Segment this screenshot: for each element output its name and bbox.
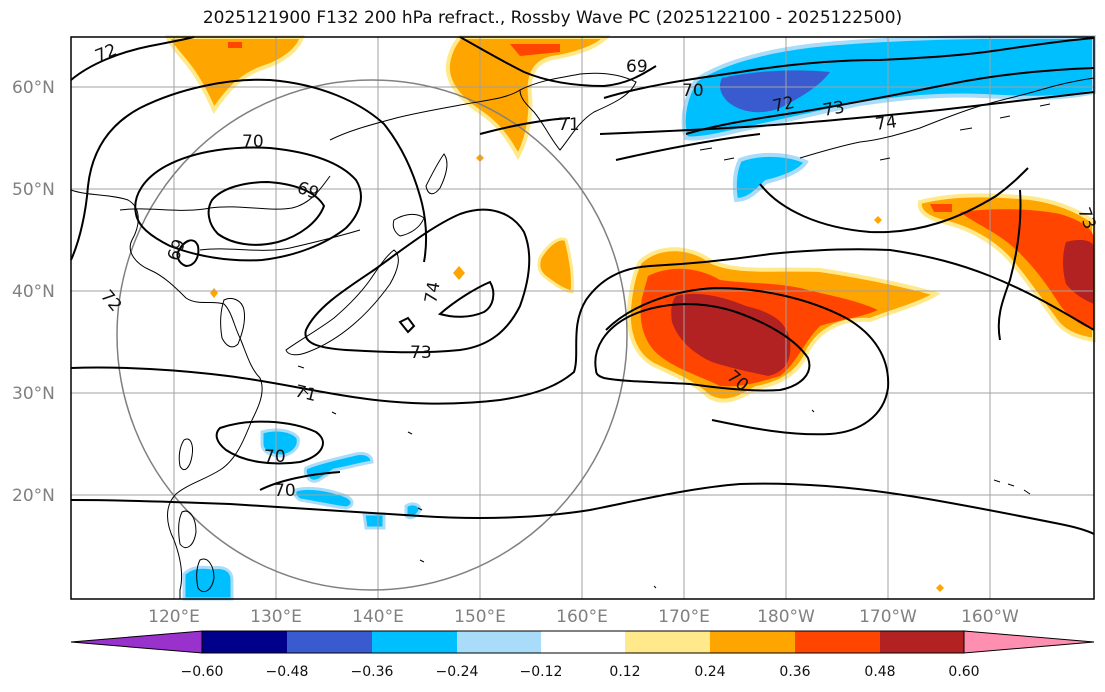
lon-label-150e: 150°E bbox=[454, 607, 506, 627]
colorbar-tick: 0.60 bbox=[948, 664, 979, 680]
contours bbox=[70, 36, 1095, 535]
contour-label: 70 bbox=[242, 132, 264, 152]
lat-label-40n: 40°N bbox=[12, 282, 55, 302]
diamond-orange-1 bbox=[453, 266, 465, 280]
graticule bbox=[71, 37, 1094, 599]
colorbar-bin bbox=[880, 631, 964, 653]
contour-label: 71 bbox=[558, 115, 580, 135]
colorbar-bin bbox=[202, 631, 287, 653]
colorbar-tick: −0.24 bbox=[436, 664, 479, 680]
diamond-orange-5 bbox=[936, 584, 944, 592]
colorbar-bin bbox=[287, 631, 372, 653]
lon-label-120e: 120°E bbox=[148, 607, 200, 627]
lon-label-140e: 140°E bbox=[352, 607, 404, 627]
coastlines bbox=[70, 72, 1095, 599]
lat-label-20n: 20°N bbox=[12, 486, 55, 506]
positive-anomaly-east-redorange bbox=[960, 209, 1094, 330]
colorbar-tick: 0.48 bbox=[864, 664, 895, 680]
colorbar-tick: 0.24 bbox=[694, 664, 725, 680]
region-circle bbox=[116, 79, 628, 591]
colorbar-bin bbox=[625, 631, 710, 653]
colorbar-bin bbox=[372, 631, 457, 653]
map-title: 2025121900 F132 200 hPa refract., Rossby… bbox=[202, 8, 903, 28]
contour-label: 70 bbox=[264, 447, 286, 467]
positive-anomaly-central-core bbox=[671, 293, 791, 376]
colorbar-bin bbox=[457, 631, 541, 653]
colorbar-bin bbox=[710, 631, 795, 653]
map-frame bbox=[70, 36, 1095, 600]
negative-anomaly-south-1 bbox=[260, 428, 300, 458]
latitude-labels: 60°N 50°N 40°N 30°N 20°N bbox=[12, 78, 55, 506]
colorbar-extend-right bbox=[963, 630, 1095, 654]
colorbar: −0.60 −0.48 −0.36 −0.24 −0.12 0.12 0.24 … bbox=[70, 630, 1095, 680]
colorbar-tick: −0.48 bbox=[266, 664, 309, 680]
colorbar-tick: −0.60 bbox=[181, 664, 224, 680]
lon-label-170e: 170°E bbox=[658, 607, 710, 627]
negative-anomaly-south-6 bbox=[182, 565, 234, 601]
positive-anomaly-top-center bbox=[445, 35, 611, 161]
positive-anomaly-top-left bbox=[165, 35, 305, 115]
lon-label-160e: 160°E bbox=[556, 607, 608, 627]
lat-label-50n: 50°N bbox=[12, 180, 55, 200]
contour-label: 74 bbox=[874, 112, 898, 135]
negative-anomaly-south-4 bbox=[362, 512, 386, 530]
colorbar-bin bbox=[541, 631, 625, 653]
contour-label: 74 bbox=[421, 280, 444, 305]
negative-anomaly-south-3 bbox=[293, 486, 354, 510]
colorbar-extend-left bbox=[70, 630, 203, 654]
colorbar-tick: 0.36 bbox=[779, 664, 810, 680]
lat-label-60n: 60°N bbox=[12, 78, 55, 98]
negative-anomaly-south-5 bbox=[404, 502, 422, 520]
diamond-orange-4 bbox=[874, 216, 882, 224]
small-red-patch bbox=[510, 44, 560, 56]
contour-label: 73 bbox=[410, 343, 432, 363]
lon-label-180w: 180°W bbox=[757, 607, 815, 627]
positive-anomaly-east-core bbox=[1063, 240, 1094, 304]
colorbar-tick: 0.12 bbox=[609, 664, 640, 680]
shaded-fields bbox=[165, 35, 1096, 601]
contour-labels: 72 69 70 71 70 72 73 74 73 70 69 69 72 7… bbox=[92, 40, 1099, 501]
colorbar-tick: −0.36 bbox=[351, 664, 394, 680]
contour-label: 69 bbox=[626, 57, 648, 77]
positive-anomaly-small-pacific bbox=[537, 237, 574, 294]
longitude-labels: 120°E 130°E 140°E 150°E 160°E 170°E 180°… bbox=[148, 607, 1019, 627]
lat-label-30n: 30°N bbox=[12, 384, 55, 404]
small-orange-patch-east bbox=[930, 204, 952, 212]
contour-label: 72 bbox=[771, 93, 796, 117]
lon-label-130e: 130°E bbox=[250, 607, 302, 627]
lon-label-160w: 160°W bbox=[961, 607, 1019, 627]
contour-label: 73 bbox=[821, 97, 846, 120]
contour-label: 70 bbox=[682, 81, 704, 101]
colorbar-tick: −0.12 bbox=[520, 664, 563, 680]
contour-label: 70 bbox=[274, 481, 296, 501]
colorbar-bin bbox=[795, 631, 880, 653]
lon-label-170w: 170°W bbox=[859, 607, 917, 627]
negative-anomaly-north-core bbox=[720, 70, 830, 113]
colorbar-outline bbox=[201, 630, 965, 654]
small-red-dot bbox=[228, 42, 242, 48]
